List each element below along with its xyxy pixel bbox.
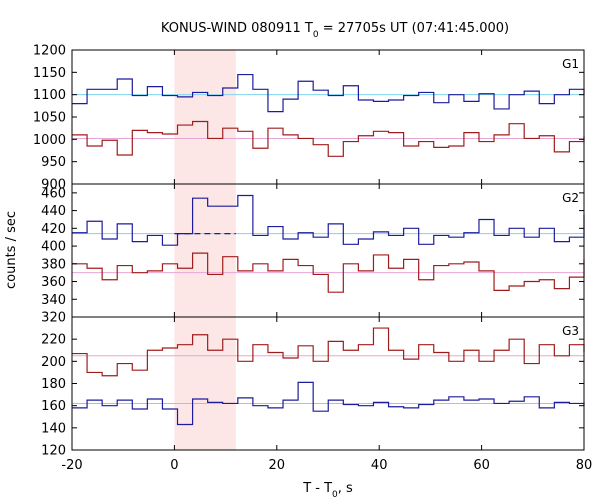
panel-label-g1: G1 <box>562 57 579 71</box>
y-tick-label: 1100 <box>33 88 66 103</box>
y-tick-label: 900 <box>41 178 66 193</box>
g1-series-1 <box>72 73 585 113</box>
panel-frame-g2 <box>71 183 585 318</box>
burst-interval-highlight <box>174 50 236 450</box>
panel-label-g2: G2 <box>562 191 579 205</box>
panel-label-g3: G3 <box>562 324 579 338</box>
y-tick-label: 460 <box>41 186 66 201</box>
panel-frame-g1 <box>71 49 585 185</box>
y-tick-label: 120 <box>41 444 66 459</box>
y-tick-label: 220 <box>41 333 66 348</box>
x-tick-label: 0 <box>170 458 178 473</box>
y-tick-label: 180 <box>41 377 66 392</box>
g1-series-2 <box>72 120 585 157</box>
y-tick-label: 320 <box>41 311 66 326</box>
x-tick-label: 20 <box>269 458 286 473</box>
y-tick-label: 1200 <box>33 44 66 59</box>
series-layer <box>72 73 585 426</box>
x-tick-label: 40 <box>371 458 388 473</box>
y-tick-label: 160 <box>41 399 66 414</box>
y-tick-label: 140 <box>41 421 66 436</box>
y-tick-label: 1000 <box>33 133 66 148</box>
text-layer: KONUS-WIND 080911 T0 = 27705s UT (07:41:… <box>4 21 592 500</box>
axes-layer <box>71 49 585 451</box>
x-axis-label: T - T0, s <box>302 481 353 500</box>
y-tick-label: 340 <box>41 293 66 308</box>
y-tick-label: 1150 <box>33 66 66 81</box>
y-tick-label: 420 <box>41 222 66 237</box>
x-tick-label: 60 <box>473 458 490 473</box>
highlight-layer <box>174 50 236 450</box>
g3-series-1 <box>72 381 585 426</box>
y-axis-label: counts / sec <box>4 211 19 289</box>
y-tick-label: 1050 <box>33 111 66 126</box>
y-tick-label: 440 <box>41 204 66 219</box>
chart-title: KONUS-WIND 080911 T0 = 27705s UT (07:41:… <box>161 21 509 40</box>
x-tick-label: -20 <box>61 458 82 473</box>
y-tick-label: 400 <box>41 240 66 255</box>
x-tick-label: 80 <box>576 458 593 473</box>
y-tick-label: 200 <box>41 355 66 370</box>
y-tick-label: 360 <box>41 275 66 290</box>
g2-series-1 <box>72 194 585 246</box>
g2-series-2 <box>72 252 585 293</box>
g3-series-2 <box>72 327 585 377</box>
panel-frame-g3 <box>71 316 585 451</box>
y-tick-label: 950 <box>41 155 66 170</box>
y-tick-label: 380 <box>41 257 66 272</box>
